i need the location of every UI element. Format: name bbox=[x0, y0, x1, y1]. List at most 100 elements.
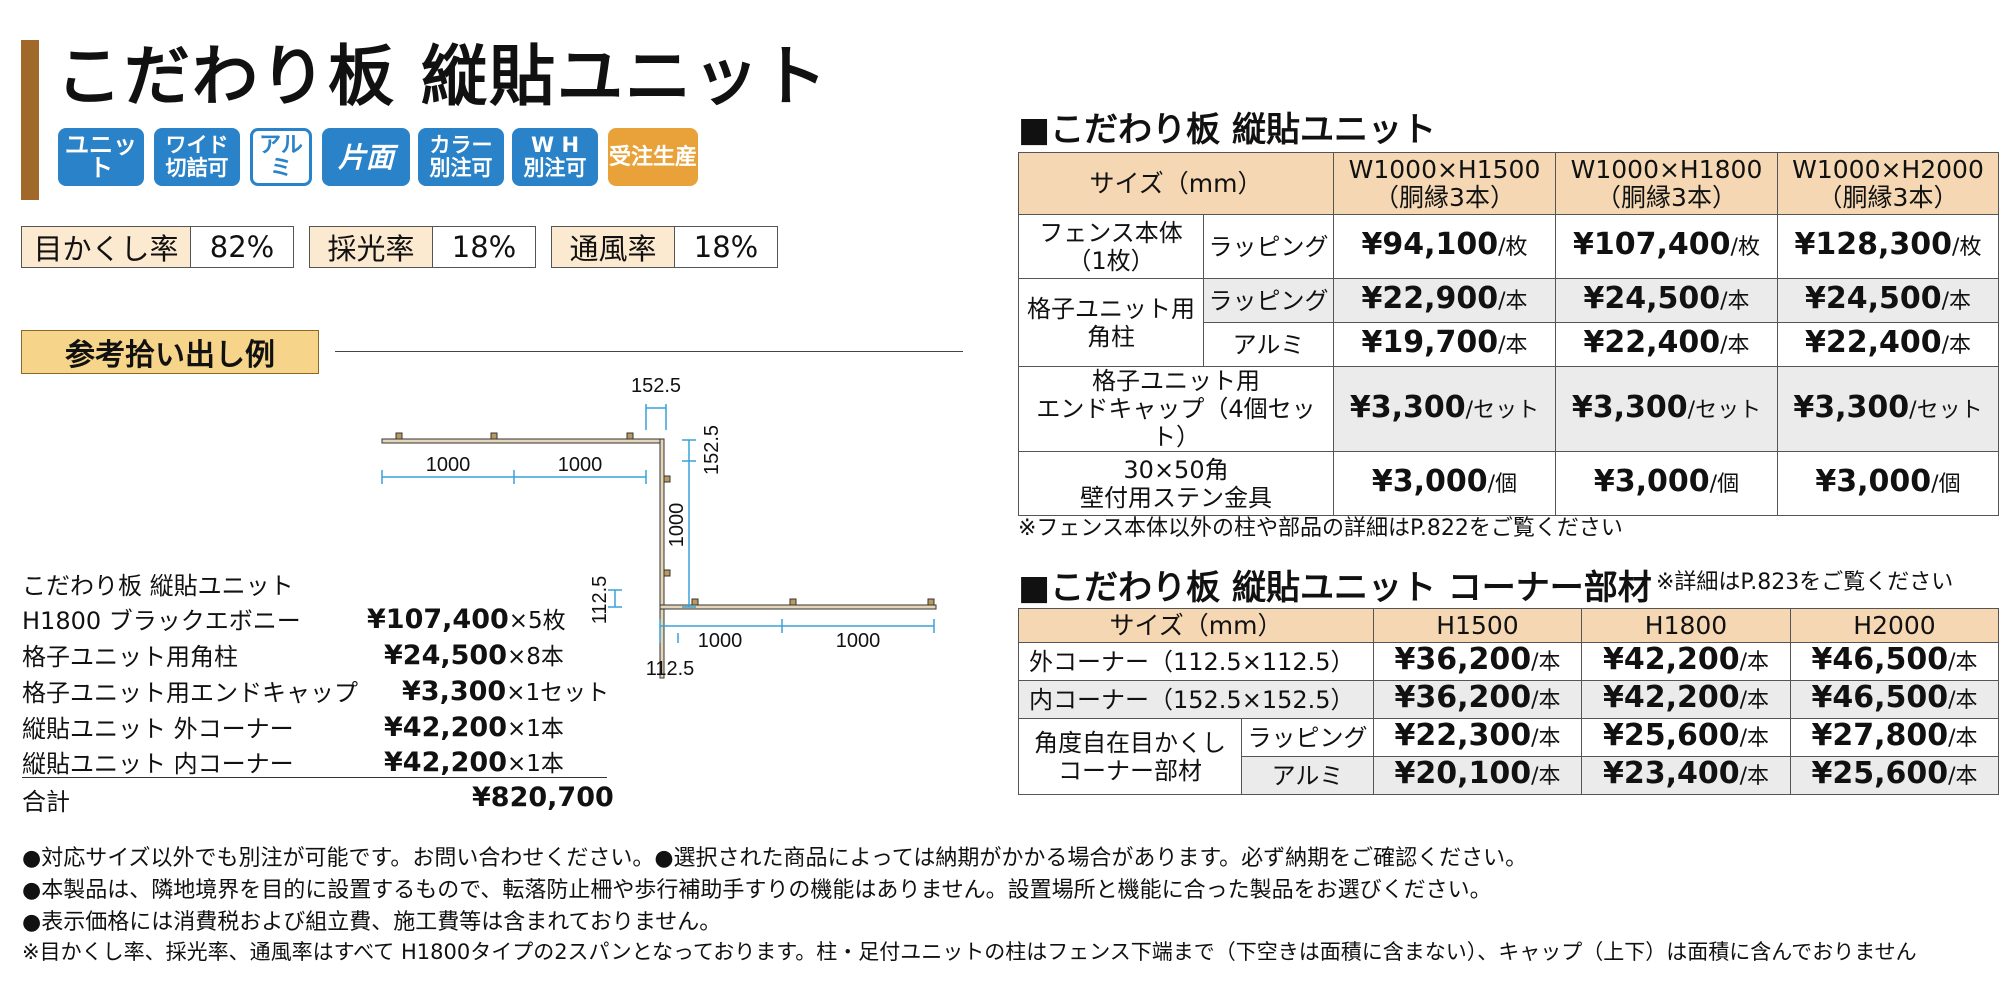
example-item-name: H1800 ブラックエボニー bbox=[22, 607, 301, 635]
table2-price: ¥42,200 bbox=[1602, 680, 1740, 715]
dim-top-right: 1000 bbox=[558, 454, 603, 476]
table1-price: ¥3,000 bbox=[1593, 464, 1710, 499]
table2-row-label: 外コーナー（112.5×112.5） bbox=[1018, 642, 1374, 681]
table1-row-label: 格子ユニット用 角柱 bbox=[1018, 278, 1204, 367]
dim-bottom-left: 1000 bbox=[698, 630, 743, 652]
table1-col-header: W1000×H2000 （胴縁3本） bbox=[1777, 152, 1999, 215]
table2-unit: /本 bbox=[1739, 726, 1770, 751]
table1-price: ¥22,900 bbox=[1361, 281, 1499, 316]
table1-price: ¥94,100 bbox=[1361, 227, 1499, 262]
total-label: 合計 bbox=[22, 788, 70, 816]
badge-aluminum: アルミ bbox=[250, 128, 312, 186]
example-item-price: ¥107,400 bbox=[367, 604, 509, 635]
example-item-price: ¥42,200 bbox=[384, 712, 507, 743]
table2-unit: /本 bbox=[1739, 688, 1770, 713]
table2-row-sub: アルミ bbox=[1241, 756, 1374, 795]
table2-price: ¥22,300 bbox=[1394, 718, 1532, 753]
rate-label-daylight: 採光率 bbox=[309, 226, 433, 268]
table1-row-sub: ラッピング bbox=[1203, 214, 1334, 279]
table1-row-label: 30×50角 壁付用ステン金具 bbox=[1018, 451, 1334, 516]
table2-price: ¥27,800 bbox=[1811, 718, 1949, 753]
table1-price: ¥3,000 bbox=[1371, 464, 1488, 499]
total-price: ¥820,700 bbox=[472, 782, 614, 813]
total-row: 合計 ¥820,700 bbox=[22, 782, 614, 818]
table2-unit: /本 bbox=[1531, 726, 1561, 751]
post-marker bbox=[663, 569, 671, 577]
table1-row-label: フェンス本体 （1枚） bbox=[1018, 214, 1204, 279]
table1-unit: /本 bbox=[1720, 289, 1750, 314]
table1-price: ¥3,300 bbox=[1793, 389, 1910, 425]
table1-price: ¥3,300 bbox=[1571, 389, 1688, 425]
table1-unit: /個 bbox=[1487, 472, 1518, 497]
table1-price: ¥19,700 bbox=[1361, 325, 1499, 360]
table2-col-header: H2000 bbox=[1790, 608, 1999, 643]
table2-size-header: サイズ（mm） bbox=[1018, 608, 1374, 643]
dim-inner-corner-w: 152.5 bbox=[631, 375, 681, 397]
layout-diagram: 1000 1000 152.5 152.5 1000 112.5 1000 10… bbox=[381, 375, 937, 680]
example-item-price: ¥24,500 bbox=[384, 640, 507, 671]
table1-price: ¥24,500 bbox=[1804, 281, 1942, 316]
example-row: こだわり板 縦貼ユニット bbox=[22, 566, 607, 602]
example-item-name: 格子ユニット用エンドキャップ bbox=[22, 679, 358, 707]
table2: サイズ（mm） H1500 H1800 H2000 外コーナー（112.5×11… bbox=[1018, 608, 1999, 795]
table1-unit: /本 bbox=[1720, 333, 1750, 358]
table1-price: ¥3,300 bbox=[1349, 389, 1466, 425]
table2-unit: /本 bbox=[1739, 650, 1770, 675]
table1-price: ¥3,000 bbox=[1815, 464, 1932, 499]
footnote: ※目かくし率、採光率、通風率はすべて H1800タイプの2スパンとなっております… bbox=[22, 940, 1917, 964]
table1-unit: /個 bbox=[1931, 472, 1961, 497]
example-item-price: ¥3,300 bbox=[402, 676, 507, 707]
table2-title: ■こだわり板 縦貼ユニット コーナー部材 bbox=[1018, 568, 1652, 608]
table1-price: ¥22,400 bbox=[1583, 325, 1721, 360]
footnote: ●対応サイズ以外でも別注が可能です。お問い合わせください。●選択された商品によっ… bbox=[22, 846, 1528, 871]
post-marker bbox=[789, 598, 797, 606]
table1-title: ■こだわり板 縦貼ユニット bbox=[1018, 110, 1436, 150]
fence-top bbox=[381, 438, 661, 444]
dim-inner-corner-h: 152.5 bbox=[701, 425, 723, 475]
table1-unit: /枚 bbox=[1952, 235, 1982, 260]
example-item-qty: ×1本 bbox=[506, 751, 564, 777]
table1-unit: /枚 bbox=[1498, 235, 1528, 260]
post-marker bbox=[626, 432, 634, 440]
table2-unit: /本 bbox=[1531, 688, 1561, 713]
table1-price: ¥22,400 bbox=[1804, 325, 1942, 360]
rate-label-screening: 目かくし率 bbox=[21, 226, 191, 268]
table2-unit: /本 bbox=[1948, 764, 1978, 789]
table2-price: ¥23,400 bbox=[1602, 756, 1740, 791]
table1-unit: /セット bbox=[1687, 397, 1762, 423]
table1-price: ¥107,400 bbox=[1573, 227, 1731, 262]
table1-unit: /セット bbox=[1465, 397, 1540, 423]
example-row: 縦貼ユニット 外コーナー ¥42,200×1本 bbox=[22, 709, 607, 745]
table1-unit: /本 bbox=[1941, 333, 1972, 358]
dim-outer-corner-h: 112.5 bbox=[589, 576, 611, 625]
table2-price: ¥20,100 bbox=[1394, 756, 1532, 791]
footnote: ●本製品は、隣地境界を目的に設置するもので、転落防止柵や歩行補助手すりの機能はあ… bbox=[22, 878, 1492, 903]
example-item-name: 格子ユニット用角柱 bbox=[22, 643, 238, 671]
table1-col-header: W1000×H1800 （胴縁3本） bbox=[1555, 152, 1778, 215]
page-title: こだわり板 縦貼ユニット bbox=[56, 38, 829, 115]
table1-price: ¥128,300 bbox=[1794, 227, 1953, 262]
fence-bottom bbox=[659, 604, 937, 610]
table2-price: ¥46,500 bbox=[1811, 642, 1949, 677]
badge-made-to-order: 受注生産 bbox=[608, 128, 698, 186]
table2-unit: /本 bbox=[1739, 764, 1770, 789]
table2-unit: /本 bbox=[1531, 650, 1561, 675]
post-marker bbox=[490, 432, 498, 440]
total-divider bbox=[22, 777, 607, 778]
table2-price: ¥36,200 bbox=[1394, 642, 1532, 677]
table2-price: ¥25,600 bbox=[1811, 756, 1949, 791]
table2-price: ¥25,600 bbox=[1602, 718, 1740, 753]
table1-unit: /本 bbox=[1941, 289, 1972, 314]
table1-row-sub: アルミ bbox=[1203, 322, 1334, 367]
table1-row-sub: ラッピング bbox=[1203, 278, 1334, 323]
example-row: 縦貼ユニット 内コーナー ¥42,200×1本 bbox=[22, 744, 607, 780]
rate-value-daylight: 18% bbox=[433, 226, 536, 268]
footnote: ●表示価格には消費税および組立費、施工費等は含まれておりません。 bbox=[22, 910, 722, 935]
example-row: 格子ユニット用エンドキャップ ¥3,300×1セット bbox=[22, 673, 609, 709]
dim-outer-corner-w: 112.5 bbox=[646, 658, 695, 680]
table2-row-label: 角度自在目かくし コーナー部材 bbox=[1018, 718, 1242, 795]
example-item-price: ¥42,200 bbox=[384, 747, 507, 778]
dim-vertical: 1000 bbox=[666, 503, 688, 548]
example-row: 格子ユニット用角柱 ¥24,500×8本 bbox=[22, 637, 607, 673]
table1-unit: /セット bbox=[1909, 397, 1983, 423]
